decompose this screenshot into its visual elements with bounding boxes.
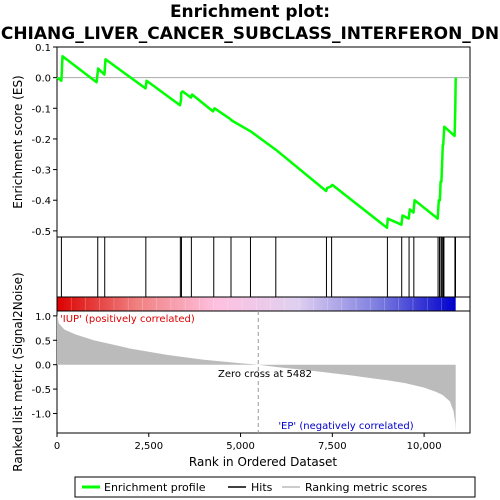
zero-cross-label: Zero cross at 5482 (218, 369, 312, 380)
legend-label-enrichment: Enrichment profile (104, 481, 206, 494)
x-tick-label: 7,500 (318, 441, 347, 452)
enrichment-profile-line (56, 54, 457, 230)
legend: Enrichment profile Hits Ranking metric s… (74, 476, 476, 498)
metric-panel: 1.0 0.5 0.0 -0.5 -1.0 'IUP' (positively corr… (11, 272, 471, 472)
legend-label-metric: Ranking metric scores (305, 481, 427, 494)
es-panel: 0.1 0.0 -0.1 -0.2 -0.3 -0.4 -0.5 Enrichment sc… (11, 43, 471, 238)
legend-label-hits: Hits (251, 481, 273, 494)
metric-ytick-label: 0.5 (35, 336, 51, 347)
hits-panel-frame (56, 236, 471, 298)
es-ytick-label: -0.1 (31, 104, 51, 115)
metric-ytick-label: -1.0 (31, 409, 51, 420)
metric-ytick-label: 0.0 (35, 361, 51, 372)
es-ytick-label: 0.1 (35, 43, 51, 54)
es-ytick-label: -0.3 (31, 166, 51, 177)
ranking-metric-area (57, 314, 456, 432)
es-ytick-label: 0.0 (35, 74, 51, 85)
chart-title-line1: Enrichment plot: (170, 2, 330, 22)
es-ylabel: Enrichment score (ES) (11, 75, 25, 208)
rank-gradient-bar (56, 296, 471, 312)
hits-panel (56, 236, 471, 298)
gradient-fill (57, 297, 456, 311)
x-tick-label: 0 (54, 441, 60, 452)
pos-correlated-label: 'IUP' (positively correlated) (60, 314, 195, 325)
x-axis: 0 2,500 5,000 7,500 10,000 (54, 433, 442, 452)
metric-ytick-label: -0.5 (31, 385, 51, 396)
es-ytick-label: -0.2 (31, 135, 51, 146)
metric-ylabel: Ranked list metric (Signal2Noise) (11, 272, 25, 471)
es-ytick-label: -0.4 (31, 196, 51, 207)
neg-correlated-label: 'EP' (negatively correlated) (278, 421, 413, 432)
es-ytick-label: -0.5 (31, 227, 51, 238)
x-axis-label: Rank in Ordered Dataset (189, 455, 337, 469)
x-tick-label: 10,000 (407, 441, 442, 452)
x-tick-label: 2,500 (134, 441, 163, 452)
legend-frame (74, 476, 476, 498)
chart-title-line2: CHIANG_LIVER_CANCER_SUBCLASS_INTERFERON_… (1, 24, 499, 44)
x-tick-label: 5,000 (226, 441, 255, 452)
metric-ytick-label: 1.0 (35, 312, 51, 323)
